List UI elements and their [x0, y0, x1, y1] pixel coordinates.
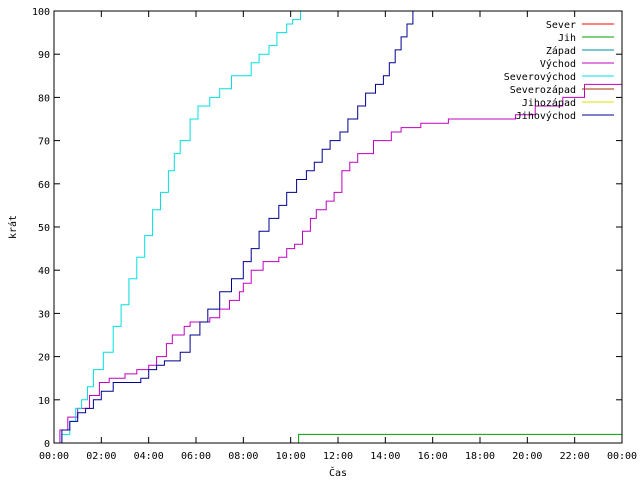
y-tick-label: 20 — [38, 353, 50, 364]
x-tick-labels: 00:00 02:00 04:00 06:00 08:00 10:00 12:00 14:00… — [39, 451, 637, 462]
legend-label: Sever — [546, 20, 576, 31]
legend-label: Severozápad — [510, 84, 576, 96]
x-tick-label: 00:00 — [39, 451, 69, 462]
plot-frame — [53, 10, 623, 444]
y-tick-label: 70 — [38, 137, 50, 148]
x-tick-label: 12:00 — [323, 451, 353, 462]
legend-label: Západ — [546, 45, 576, 57]
x-tick-label: 02:00 — [86, 451, 116, 462]
legend-label: Jihozápad — [522, 97, 576, 109]
x-tick-label: 08:00 — [228, 451, 258, 462]
legend-label: Severovýchod — [504, 71, 576, 83]
x-tick-label: 10:00 — [276, 451, 306, 462]
y-tick-label: 10 — [38, 396, 50, 407]
x-tick-label: 18:00 — [465, 451, 495, 462]
y-tick-label: 90 — [38, 50, 50, 61]
y-tick-label: 60 — [38, 180, 50, 191]
legend-label: Jih — [558, 33, 576, 44]
legend: Sever JihZápadVýchodSeverovýchodSeverozáp… — [504, 20, 614, 122]
x-tick-label: 22:00 — [560, 451, 590, 462]
y-tick-label: 50 — [38, 223, 50, 234]
legend-label: Jihovýchod — [516, 110, 576, 122]
series-line-4 — [54, 11, 301, 444]
y-tick-labels: 0 10 20 30 40 50 60 70 80 90 100 — [32, 7, 50, 450]
y-tick-label: 30 — [38, 309, 50, 320]
x-tick-label: 14:00 — [370, 451, 400, 462]
y-tick-label: 100 — [32, 7, 50, 18]
x-tick-label: 20:00 — [512, 451, 542, 462]
x-tick-label: 04:00 — [134, 451, 164, 462]
x-tick-label: 06:00 — [181, 451, 211, 462]
series-line-7 — [54, 11, 414, 444]
y-tick-label: 0 — [44, 439, 50, 450]
y-tick-label: 80 — [38, 93, 50, 104]
legend-label: Východ — [540, 58, 576, 70]
x-tick-label: 16:00 — [418, 451, 448, 462]
y-axis-label: krát — [7, 215, 19, 239]
x-tick-label: 00:00 — [607, 451, 637, 462]
x-axis-label: Čas — [329, 466, 347, 479]
y-tick-label: 40 — [38, 266, 50, 277]
series-line-3 — [54, 83, 622, 444]
